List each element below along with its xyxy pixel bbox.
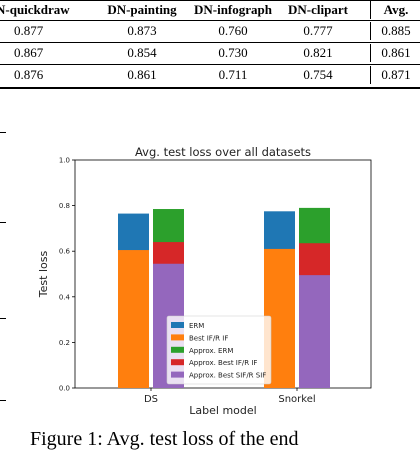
legend-swatch [171, 346, 184, 353]
table-row: 0.877 0.873 0.760 0.777 0.885 [0, 21, 420, 43]
table-row: 0.876 0.861 0.711 0.754 0.871 [0, 65, 420, 87]
loss-chart-svg: Avg. test loss over all datasets 0.00.20… [37, 145, 372, 417]
table-cell: 0.730 [218, 45, 248, 60]
table-cell: 0.873 [127, 23, 157, 38]
y-axis: 0.0 0.2 0.4 0.6 0.8 1.0 [59, 157, 75, 393]
table-cell: 0.777 [303, 23, 333, 38]
legend-swatch [171, 322, 184, 328]
x-tick-label: DS [144, 394, 158, 405]
avg-separator [370, 66, 371, 84]
avg-separator [370, 1, 371, 19]
legend-box [166, 315, 272, 385]
table-cell: 0.876 [14, 67, 44, 82]
table-cell: 0.760 [218, 23, 248, 38]
legend-swatch [171, 359, 184, 366]
y-tick-label: 0.8 [59, 202, 70, 210]
x-axis: DS Snorkel [144, 388, 316, 405]
table-cell: 0.854 [127, 45, 157, 60]
loss-chart: Avg. test loss over all datasets 0.0 0.2 0… [28, 138, 408, 418]
legend-label: ERM [189, 322, 204, 330]
table-cell: 0.754 [303, 67, 333, 82]
edge-mark [0, 222, 6, 223]
legend: ERM Best IF/R IF Approx. ERM Approx. Best I… [166, 315, 272, 385]
y-tick-label: 0.0 [59, 385, 70, 393]
chart-title: Avg. test loss over all datasets [135, 145, 311, 159]
x-axis-label: Label model [189, 404, 256, 417]
legend-label: Approx. Best SIF/R SIF [189, 372, 266, 380]
edge-mark [0, 318, 6, 319]
table-cell: 0.871 [381, 67, 411, 82]
bars [118, 207, 330, 388]
table-cell: 0.861 [127, 67, 157, 82]
table-cell: 0.885 [381, 23, 411, 38]
header-clipart: DN-clipart [288, 2, 348, 17]
edge-mark [0, 400, 6, 401]
legend-label: Approx. Best IF/R IF [189, 359, 257, 367]
table-bottom-rule [0, 87, 420, 89]
y-tick-label: 1.0 [59, 157, 70, 165]
table-cell: 0.711 [218, 67, 248, 82]
y-tick-label: 0.6 [59, 248, 71, 256]
figure-caption: Figure 1: Avg. test loss of the end [30, 428, 299, 450]
table-top-rule [0, 0, 420, 1]
legend-swatch [171, 334, 184, 341]
y-tick-label: 0.2 [59, 339, 70, 347]
legend-label: Approx. ERM [189, 347, 233, 355]
table-cell: 0.861 [381, 45, 411, 60]
table-row-rule [0, 42, 420, 43]
bar-best-if-r-if [118, 250, 149, 388]
table-cell: 0.867 [14, 45, 44, 60]
header-quickdraw: N-quickdraw [0, 2, 70, 17]
plot-frame [74, 159, 372, 389]
y-tick-label: 0.4 [59, 293, 71, 301]
header-painting: DN-painting [107, 2, 177, 17]
table-header-rule [0, 20, 420, 21]
avg-separator [370, 44, 371, 62]
header-avg: Avg. [383, 2, 409, 17]
x-tick-label: Snorkel [278, 394, 315, 405]
table-row-rule [0, 64, 420, 65]
y-axis-label: Test loss [37, 251, 50, 299]
legend-swatch [171, 371, 184, 378]
edge-mark [0, 132, 6, 133]
table-row: 0.867 0.854 0.730 0.821 0.861 [0, 43, 420, 65]
table-cell: 0.821 [303, 45, 333, 60]
table-cell: 0.877 [14, 23, 44, 38]
header-infograph: DN-infograph [193, 2, 272, 17]
avg-separator [370, 22, 371, 40]
legend-label: Best IF/R IF [189, 334, 228, 342]
table-header-row: N-quickdraw DN-painting DN-infograph DN-… [0, 0, 420, 22]
bar-approx-best-sif-r-sif [299, 275, 330, 388]
